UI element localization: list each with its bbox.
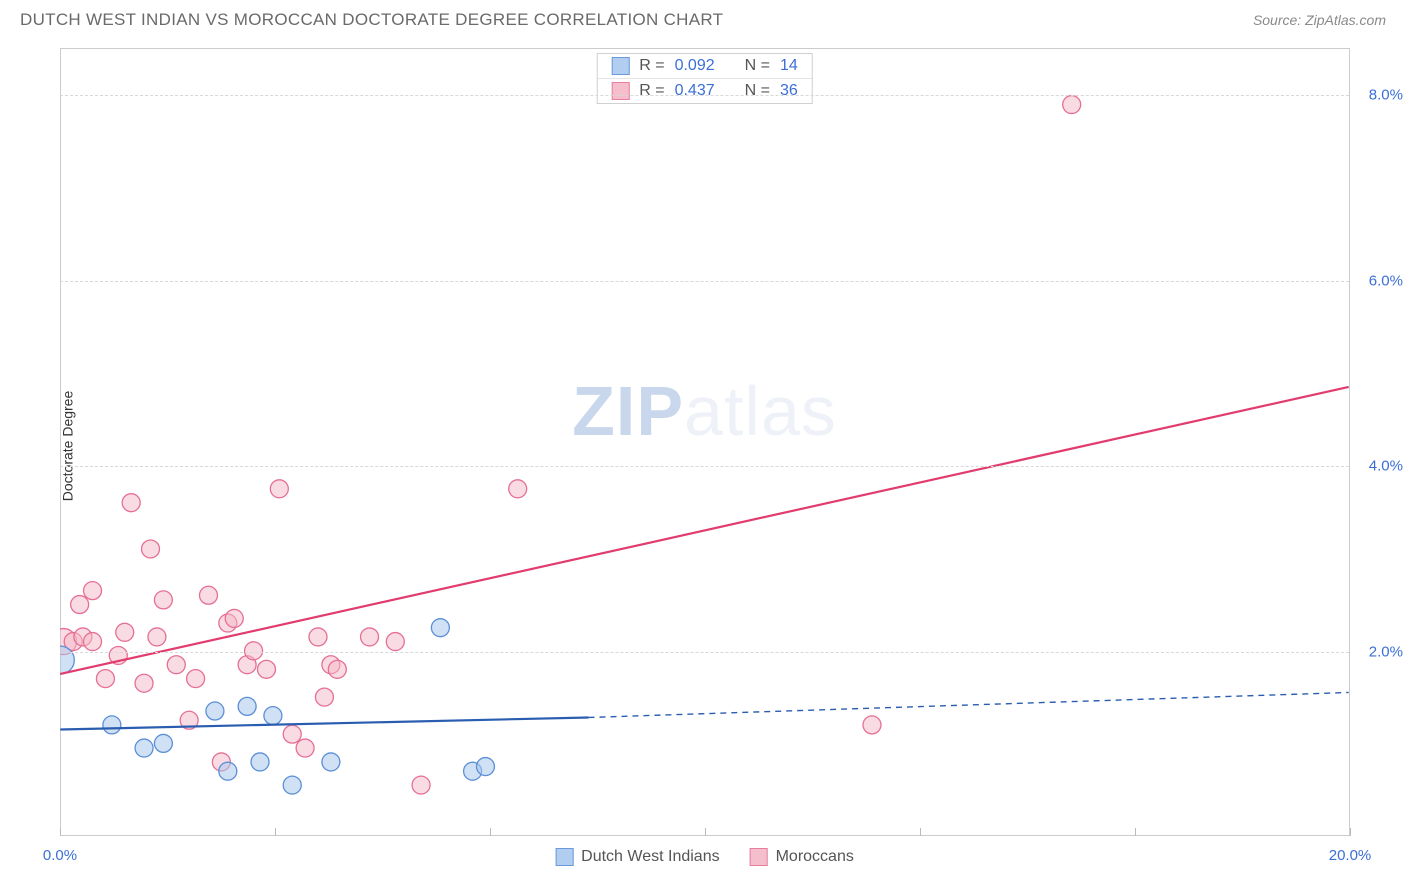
- stat-n-value: 36: [780, 82, 798, 100]
- scatter-point: [431, 619, 449, 637]
- chart-title: DUTCH WEST INDIAN VS MOROCCAN DOCTORATE …: [20, 10, 723, 30]
- x-tick-mark: [705, 828, 706, 836]
- scatter-point: [135, 674, 153, 692]
- legend-stats-row: R = 0.437 N = 36: [597, 78, 812, 103]
- scatter-point: [309, 628, 327, 646]
- scatter-point: [225, 609, 243, 627]
- legend-swatch: [611, 82, 629, 100]
- scatter-point: [71, 596, 89, 614]
- scatter-point: [199, 586, 217, 604]
- x-tick-mark: [275, 828, 276, 836]
- stat-r-label: R =: [639, 82, 664, 100]
- scatter-point: [167, 656, 185, 674]
- legend-label: Dutch West Indians: [581, 848, 719, 866]
- scatter-point: [412, 776, 430, 794]
- scatter-point: [257, 660, 275, 678]
- y-tick-label: 4.0%: [1369, 458, 1403, 475]
- regression-line-dashed: [589, 692, 1349, 717]
- scatter-svg: [60, 49, 1349, 836]
- scatter-point: [84, 633, 102, 651]
- scatter-point: [103, 716, 121, 734]
- bottom-legend-item: Moroccans: [750, 848, 854, 866]
- bottom-legend-item: Dutch West Indians: [555, 848, 719, 866]
- regression-line: [60, 387, 1348, 674]
- scatter-point: [296, 739, 314, 757]
- legend-swatch: [750, 848, 768, 866]
- scatter-point: [509, 480, 527, 498]
- x-tick-mark: [490, 828, 491, 836]
- chart-source: Source: ZipAtlas.com: [1253, 12, 1386, 28]
- gridline: [60, 95, 1349, 96]
- legend-stats-row: R = 0.092 N = 14: [597, 54, 812, 78]
- x-tick-mark: [920, 828, 921, 836]
- scatter-point: [142, 540, 160, 558]
- scatter-point: [264, 707, 282, 725]
- scatter-point: [219, 762, 237, 780]
- scatter-point: [206, 702, 224, 720]
- x-tick-mark: [60, 828, 61, 836]
- scatter-point: [476, 758, 494, 776]
- stat-r-value: 0.437: [675, 82, 715, 100]
- scatter-point: [386, 633, 404, 651]
- gridline: [60, 281, 1349, 282]
- scatter-point: [238, 697, 256, 715]
- scatter-point: [116, 623, 134, 641]
- x-tick-mark: [1350, 828, 1351, 836]
- gridline: [60, 466, 1349, 467]
- stat-n-label: N =: [745, 57, 770, 75]
- y-tick-label: 2.0%: [1369, 643, 1403, 660]
- scatter-point: [84, 582, 102, 600]
- legend-stats-box: R = 0.092 N = 14 R = 0.437 N = 36: [596, 53, 813, 104]
- scatter-point: [322, 753, 340, 771]
- chart-header: DUTCH WEST INDIAN VS MOROCCAN DOCTORATE …: [0, 0, 1406, 40]
- stat-r-label: R =: [639, 57, 664, 75]
- stat-n-label: N =: [745, 82, 770, 100]
- scatter-point: [283, 725, 301, 743]
- regression-line: [60, 717, 588, 729]
- bottom-legend: Dutch West Indians Moroccans: [555, 848, 854, 866]
- y-tick-label: 6.0%: [1369, 272, 1403, 289]
- scatter-point: [283, 776, 301, 794]
- scatter-point: [135, 739, 153, 757]
- scatter-point: [96, 670, 114, 688]
- scatter-point: [1063, 96, 1081, 114]
- scatter-point: [154, 734, 172, 752]
- scatter-point: [315, 688, 333, 706]
- gridline: [60, 652, 1349, 653]
- scatter-point: [187, 670, 205, 688]
- chart-plot-area: ZIPatlas R = 0.092N = 14R = 0.437N = 36 …: [60, 48, 1350, 836]
- scatter-point: [251, 753, 269, 771]
- legend-swatch: [555, 848, 573, 866]
- x-tick-mark: [1135, 828, 1136, 836]
- scatter-point: [154, 591, 172, 609]
- stat-r-value: 0.092: [675, 57, 715, 75]
- scatter-point: [148, 628, 166, 646]
- y-tick-label: 8.0%: [1369, 87, 1403, 104]
- scatter-point: [122, 494, 140, 512]
- scatter-point: [328, 660, 346, 678]
- legend-swatch: [611, 57, 629, 75]
- scatter-point: [863, 716, 881, 734]
- x-tick-label: 0.0%: [43, 847, 77, 864]
- legend-label: Moroccans: [776, 848, 854, 866]
- stat-n-value: 14: [780, 57, 798, 75]
- scatter-point: [270, 480, 288, 498]
- scatter-point: [361, 628, 379, 646]
- x-tick-label: 20.0%: [1329, 847, 1372, 864]
